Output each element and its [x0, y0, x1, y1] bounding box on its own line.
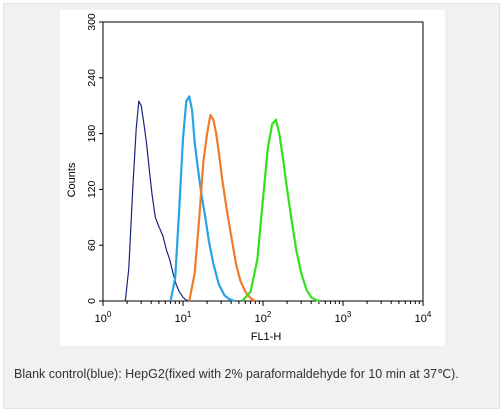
figure-caption: Blank control(blue): HepG2(fixed with 2%… [14, 367, 459, 381]
x-axis-ticks: 100 101 102 103 104 [95, 301, 432, 325]
series-layer [124, 95, 321, 303]
y-tick-label: 300 [86, 13, 98, 31]
y-tick-label: 180 [86, 125, 98, 143]
y-axis-label: Counts [66, 162, 78, 197]
x-tick-label: 104 [415, 310, 432, 325]
series-4-line [241, 118, 321, 303]
flow-cytometry-histogram: 0 60 120 180 240 300 100 101 102 103 104 Counts F… [66, 13, 432, 343]
figure-card: 0 60 120 180 240 300 100 101 102 103 104 Counts F… [3, 3, 500, 409]
x-tick-label: 102 [255, 310, 272, 325]
plot-panel: 0 60 120 180 240 300 100 101 102 103 104 Counts F… [60, 10, 445, 346]
series-1-line [124, 100, 190, 302]
y-tick-label: 240 [86, 69, 98, 87]
series-2-line [169, 95, 235, 303]
x-axis-label: FL1-H [251, 331, 282, 343]
y-tick-label: 60 [86, 239, 98, 251]
series-3-line [188, 113, 256, 302]
x-tick-label: 100 [95, 310, 112, 325]
x-tick-label: 101 [175, 310, 192, 325]
x-tick-label: 103 [335, 310, 352, 325]
y-tick-label: 0 [86, 298, 98, 304]
y-axis-ticks: 0 60 120 180 240 300 [86, 13, 103, 304]
plot-frame [102, 21, 424, 302]
y-tick-label: 120 [86, 180, 98, 198]
